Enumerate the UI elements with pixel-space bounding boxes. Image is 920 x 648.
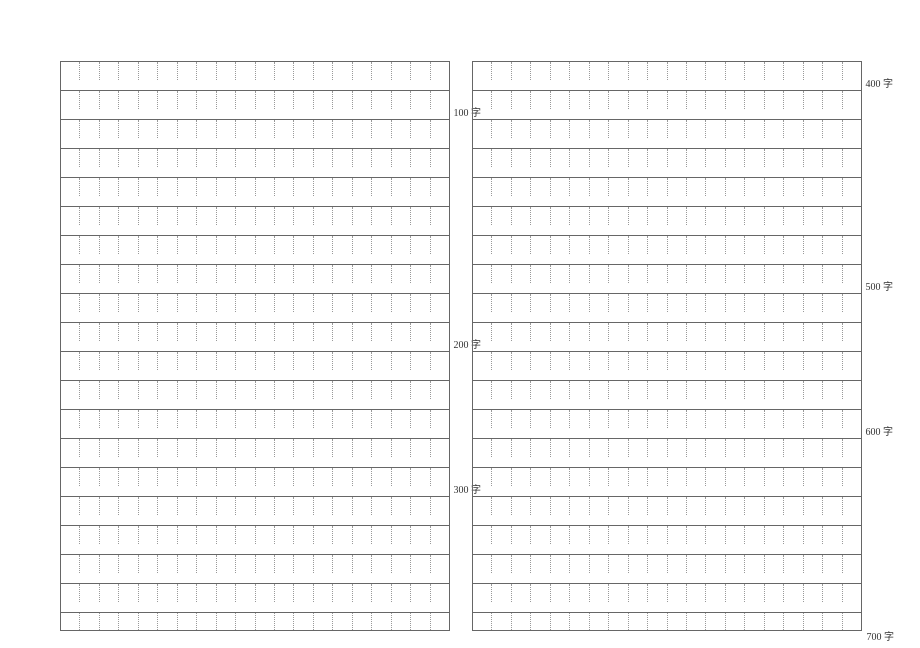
grid-row	[472, 467, 862, 496]
grid-row	[60, 438, 450, 467]
grid-row	[472, 554, 862, 583]
grid-row	[472, 90, 862, 119]
char-count-marker: 700 字	[867, 633, 895, 643]
grid-row	[472, 525, 862, 554]
grid-row	[472, 148, 862, 177]
grid-row: 200 字	[60, 322, 450, 351]
grid-row	[472, 583, 862, 612]
grid-row	[60, 177, 450, 206]
grid-row	[60, 409, 450, 438]
grid-row	[60, 206, 450, 235]
grid-row	[472, 206, 862, 235]
char-count-marker: 600 字	[866, 428, 894, 438]
grid-column-1: 400 字 500 字 600 字 700 字	[472, 61, 862, 631]
grid-row	[60, 264, 450, 293]
grid-row	[60, 119, 450, 148]
grid-row	[60, 235, 450, 264]
grid-row	[472, 322, 862, 351]
grid-row	[60, 612, 450, 631]
grid-row: 600 字	[472, 409, 862, 438]
grid-row	[60, 380, 450, 409]
grid-row: 700 字	[472, 612, 862, 631]
manuscript-grid: 100 字 200 字 300 字 400 字 500 字 600 字 700 字	[60, 61, 862, 631]
grid-row	[472, 119, 862, 148]
grid-row	[472, 293, 862, 322]
grid-row: 400 字	[472, 61, 862, 90]
grid-row	[472, 496, 862, 525]
char-count-marker: 400 字	[866, 80, 894, 90]
grid-row	[60, 351, 450, 380]
grid-row	[472, 380, 862, 409]
grid-row	[60, 554, 450, 583]
grid-row	[472, 235, 862, 264]
grid-row	[60, 293, 450, 322]
grid-row	[60, 61, 450, 90]
grid-row	[472, 351, 862, 380]
grid-row: 500 字	[472, 264, 862, 293]
char-count-marker: 500 字	[866, 283, 894, 293]
grid-row	[60, 496, 450, 525]
grid-row	[60, 583, 450, 612]
grid-row: 100 字	[60, 90, 450, 119]
grid-column-0: 100 字 200 字 300 字	[60, 61, 450, 631]
grid-row: 300 字	[60, 467, 450, 496]
grid-row	[472, 438, 862, 467]
grid-row	[472, 177, 862, 206]
grid-row	[60, 525, 450, 554]
grid-row	[60, 148, 450, 177]
